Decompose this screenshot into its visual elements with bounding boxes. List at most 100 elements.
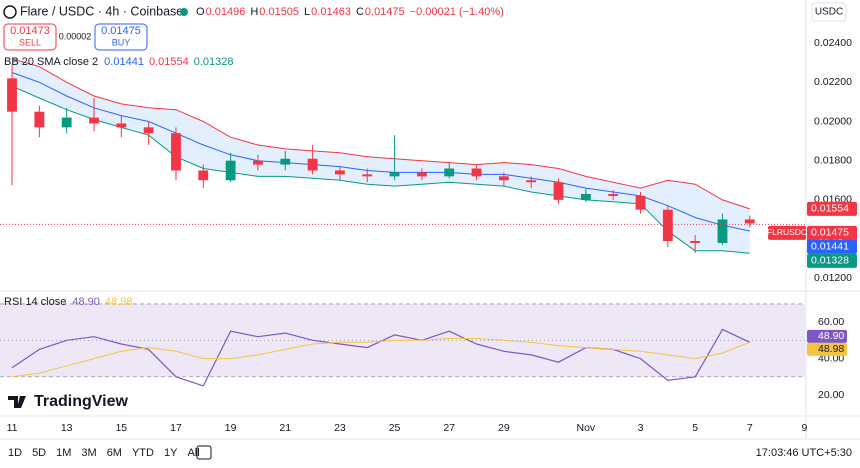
x-tick-label: 5 <box>692 422 698 434</box>
candle-body <box>444 168 455 177</box>
candle-body <box>171 133 181 171</box>
candle-body <box>198 170 209 181</box>
y-tick-label: 20.00 <box>818 389 844 401</box>
change: −0.00021 (−1.40%) <box>410 6 504 18</box>
brand: TradingView <box>34 393 129 410</box>
x-tick-label: 19 <box>225 422 237 434</box>
candle-body <box>116 123 127 128</box>
candle-body <box>225 160 236 181</box>
ohlc-value: 0.01505 <box>259 6 299 18</box>
range-button[interactable]: 1D <box>8 447 22 459</box>
ohlc-key: C <box>356 6 364 18</box>
symbol-badge-label: FLRUSDC <box>767 227 807 237</box>
range-button[interactable]: 1Y <box>164 447 178 459</box>
ohlc-legend: O 0.01496 H 0.01505 L 0.01463 C 0.01475 −0.00021… <box>196 6 504 18</box>
y-tick-label: 60.00 <box>818 316 844 328</box>
ohlc-value: 0.01475 <box>365 6 405 18</box>
candle-body <box>143 127 154 134</box>
sell-label: SELL <box>19 37 41 47</box>
candle-body <box>307 158 318 171</box>
price-badge <box>807 239 857 254</box>
x-tick-label: 25 <box>389 422 401 434</box>
bb-line <box>11 85 750 254</box>
y-tick-label: 0.02400 <box>814 37 852 49</box>
market-status <box>180 8 188 16</box>
x-tick-label: 9 <box>802 422 808 434</box>
brand-logo <box>8 396 26 408</box>
candle-body <box>717 219 728 243</box>
candle-body <box>580 193 591 200</box>
x-tick-label: 21 <box>279 422 291 434</box>
rsi-badge <box>807 342 847 356</box>
x-tick-label: 3 <box>638 422 644 434</box>
spread: 0.00002 <box>59 31 92 41</box>
ohlc-value: 0.01463 <box>311 6 351 18</box>
candle-body <box>744 219 755 224</box>
calendar-icon[interactable] <box>196 445 212 460</box>
price-badge <box>807 201 857 216</box>
ohlc-value: 0.01496 <box>206 6 246 18</box>
range-button[interactable]: YTD <box>132 447 154 459</box>
range-button[interactable]: 3M <box>81 447 96 459</box>
y-tick-label: 0.01800 <box>814 154 852 166</box>
candle-body <box>662 209 673 242</box>
ohlc-key: O <box>196 6 205 18</box>
sell-price: 0.01473 <box>10 25 50 37</box>
sell-button[interactable] <box>3 23 57 51</box>
x-tick-label: 17 <box>170 422 182 434</box>
plot-layer <box>0 58 805 387</box>
x-tick-label: 23 <box>334 422 346 434</box>
last-price: 0.01475 <box>811 227 849 239</box>
x-tick-label: Nov <box>577 422 596 434</box>
buy-label: BUY <box>112 37 131 47</box>
bb-value: 0.01328 <box>194 56 234 68</box>
bb-value: 0.01441 <box>104 56 144 68</box>
x-tick-label: 27 <box>443 422 455 434</box>
x-tick-label: 15 <box>115 422 127 434</box>
candle-body <box>498 176 509 181</box>
candle-body <box>253 160 263 165</box>
range-toolbar: 1D 5D 1M 3M 6M YTD 1Y All <box>8 447 200 459</box>
ohlc-key: H <box>250 6 258 18</box>
candle-body <box>7 78 17 112</box>
bb-line <box>11 58 750 210</box>
candle-body <box>553 182 564 200</box>
candle-body <box>416 172 427 177</box>
candle-body <box>61 117 72 128</box>
rsi-badge-label: 48.90 <box>818 330 844 342</box>
rsi-value: 48.90 <box>72 296 100 308</box>
range-button[interactable]: All <box>187 447 199 459</box>
clock: 17:03:46 UTC+5:30 <box>756 447 852 459</box>
candle-body <box>362 174 373 177</box>
range-button[interactable]: 5D <box>32 447 46 459</box>
candle-body <box>608 193 619 196</box>
rsi-legend: RSI 14 close 48.90 48.98 <box>4 296 132 308</box>
range-button[interactable]: 6M <box>107 447 122 459</box>
rsi-badge <box>807 329 847 343</box>
bb-value: 0.01554 <box>149 56 189 68</box>
symbol-icon <box>3 5 17 19</box>
bb-fill <box>12 58 750 254</box>
candle-body <box>335 170 345 175</box>
rsi-line <box>11 338 750 378</box>
ohlc-key: L <box>304 6 310 18</box>
rsi-badge-label: 48.98 <box>818 343 844 355</box>
range-button[interactable]: 1M <box>56 447 71 459</box>
price-badge <box>807 253 857 268</box>
bb-legend: BB 20 SMA close 2 0.01441 0.01554 0.01328 <box>4 56 233 68</box>
candle-body <box>526 180 537 183</box>
candle-body <box>471 168 482 177</box>
bb-line <box>11 72 750 232</box>
y-tick-label: 0.02000 <box>814 115 852 127</box>
y-tick-label: 0.01200 <box>814 272 852 284</box>
x-tick-label: 11 <box>7 422 18 434</box>
candle-body <box>34 111 45 128</box>
bb-title: BB 20 SMA close 2 <box>4 56 98 68</box>
price-badge-label: 0.01328 <box>811 255 849 267</box>
buy-price: 0.01475 <box>101 25 141 37</box>
buy-button[interactable] <box>94 23 148 51</box>
candle-body <box>635 195 646 210</box>
currency-box[interactable] <box>811 2 847 22</box>
